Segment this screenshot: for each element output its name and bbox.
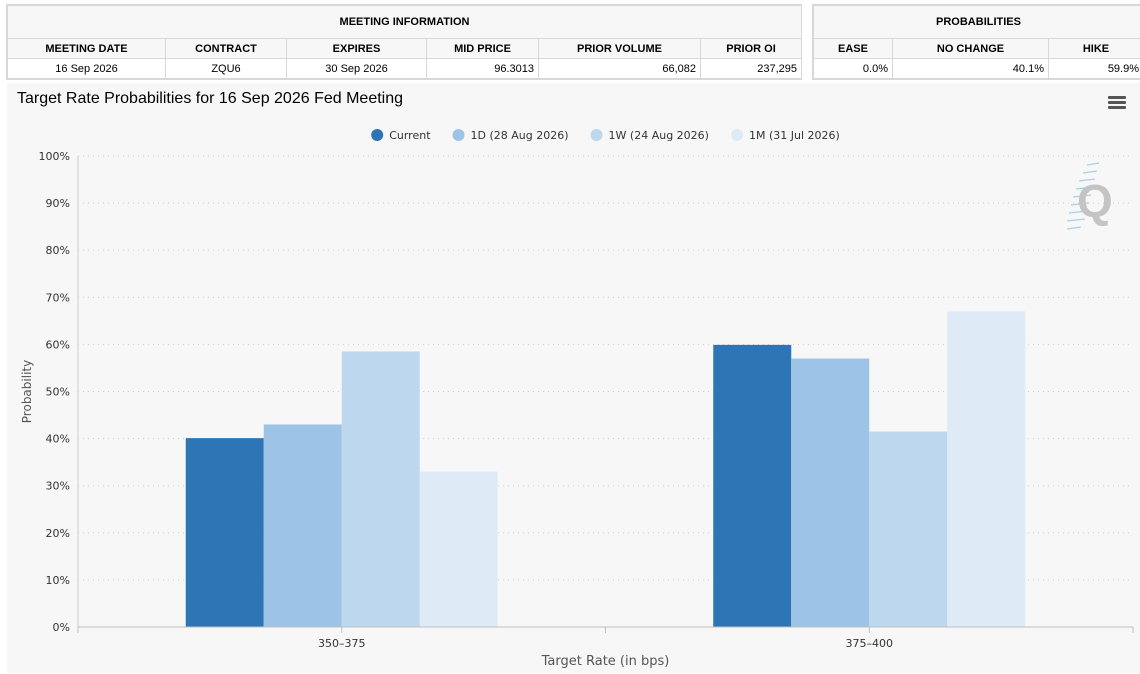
x-axis-title: Target Rate (in bps)	[541, 654, 670, 669]
meeting-information-table: MEETING INFORMATION MEETING DATE CONTRAC…	[6, 4, 803, 80]
legend-marker	[371, 129, 384, 141]
legend-marker	[730, 129, 743, 141]
x-tick-label: 375–400	[846, 637, 894, 650]
y-tick-label: 10%	[46, 574, 70, 587]
bar-2-1[interactable]	[263, 424, 342, 627]
prior-oi-value: 237,295	[699, 58, 803, 79]
y-tick-label: 50%	[46, 386, 70, 399]
legend-item-2[interactable]: 1D (28 Aug 2026)	[452, 129, 569, 142]
legend-label: 1W (24 Aug 2026)	[609, 129, 709, 142]
legend-label: 1D (28 Aug 2026)	[471, 129, 569, 142]
mid-price-value: 96.3013	[426, 58, 539, 79]
y-tick-label: 40%	[46, 433, 70, 446]
col-contract: CONTRACT	[165, 38, 287, 59]
legend-item-4[interactable]: 1M (31 Jul 2026)	[730, 129, 840, 142]
y-tick-label: 70%	[46, 291, 70, 304]
x-tick-label: 350–375	[318, 637, 366, 650]
bar-chart: Q 0% 10% 20% 30% 40% 50% 60% 70% 80% 90% 100% 350–3…	[20, 129, 1134, 669]
bar-1-2[interactable]	[713, 344, 792, 627]
col-ease: EASE	[813, 38, 893, 59]
bar-2-2[interactable]	[791, 358, 870, 627]
y-axis-title: Probability	[20, 360, 34, 423]
col-no-change: NO CHANGE	[892, 38, 1049, 59]
col-hike: HIKE	[1047, 38, 1140, 59]
prior-volume-value: 66,082	[538, 58, 701, 79]
col-meeting-date: MEETING DATE	[7, 38, 166, 59]
bar-3-2[interactable]	[869, 431, 948, 627]
bar-4-2[interactable]	[947, 311, 1026, 627]
probabilities-header: PROBABILITIES	[812, 5, 1140, 39]
y-tick-label: 80%	[46, 244, 70, 257]
bar-1-1[interactable]	[185, 438, 264, 627]
col-expires: EXPIRES	[286, 38, 427, 59]
hike-value: 59.9%	[1047, 58, 1140, 79]
col-prior-volume: PRIOR VOLUME	[538, 38, 701, 59]
bar-3-1[interactable]	[341, 351, 420, 627]
hamburger-menu-icon[interactable]	[1108, 96, 1126, 110]
svg-text:Q: Q	[1077, 175, 1113, 227]
y-tick-label: 30%	[46, 480, 70, 493]
legend-marker	[452, 129, 465, 141]
no-change-value: 40.1%	[892, 58, 1049, 79]
table-row: 0.0% 40.1% 59.9%	[813, 58, 1140, 79]
meeting-information-header: MEETING INFORMATION	[6, 5, 803, 39]
legend-marker	[590, 129, 603, 141]
q-logo-watermark: Q	[1066, 162, 1113, 230]
legend-label: Current	[389, 129, 431, 142]
col-mid-price: MID PRICE	[426, 38, 539, 59]
col-prior-oi: PRIOR OI	[699, 38, 803, 59]
y-tick-label: 0%	[53, 621, 70, 634]
bar-4-1[interactable]	[419, 471, 498, 627]
probabilities-table: PROBABILITIES EASE NO CHANGE HIKE 0.0% 4…	[812, 4, 1140, 80]
table-row: 16 Sep 2026 ZQU6 30 Sep 2026 96.3013 66,…	[7, 58, 803, 79]
y-tick-label: 20%	[46, 527, 70, 540]
chart-container: Q 0% 10% 20% 30% 40% 50% 60% 70% 80% 90% 100% 350–3…	[7, 83, 1140, 673]
y-tick-label: 100%	[39, 150, 70, 163]
ease-value: 0.0%	[813, 58, 893, 79]
contract-value: ZQU6	[165, 58, 287, 79]
y-tick-label: 60%	[46, 338, 70, 351]
chart-title: Target Rate Probabilities for 16 Sep 202…	[17, 90, 404, 107]
legend-item-3[interactable]: 1W (24 Aug 2026)	[590, 129, 709, 142]
meeting-date-value: 16 Sep 2026	[7, 58, 166, 79]
y-tick-label: 90%	[46, 197, 70, 210]
legend-item-1[interactable]: Current	[371, 129, 431, 142]
expires-value: 30 Sep 2026	[286, 58, 427, 79]
legend-label: 1M (31 Jul 2026)	[749, 129, 840, 142]
